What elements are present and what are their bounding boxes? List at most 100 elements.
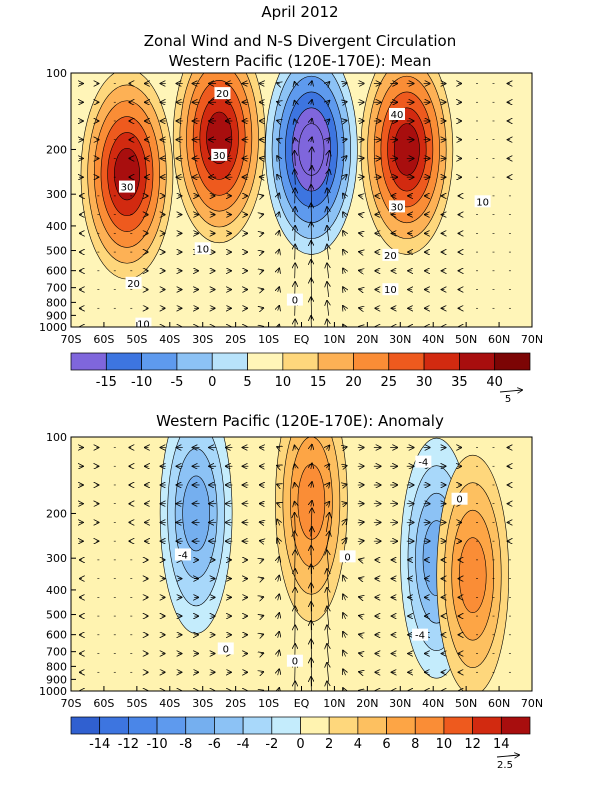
wind-vector <box>277 156 280 161</box>
wind-vector <box>359 653 362 654</box>
wind-vector <box>277 83 280 84</box>
colorbar-swatch <box>300 716 330 735</box>
wind-vector <box>295 151 296 166</box>
colorbar-label: 15 <box>310 375 327 390</box>
colorbar-label: -4 <box>237 737 250 752</box>
colorbar-label: -14 <box>89 737 110 752</box>
colorbar-swatch <box>211 352 248 371</box>
contour-label: 10 <box>476 197 489 208</box>
contour-label: 30 <box>121 183 134 194</box>
x-tick-label: 10S <box>258 697 279 710</box>
x-tick-label: 70N <box>521 697 543 710</box>
wind-vector <box>278 269 280 274</box>
wind-vector <box>359 233 362 234</box>
wind-vector <box>343 688 346 691</box>
wind-vector <box>327 263 329 279</box>
wind-vector <box>343 613 346 620</box>
colorbar-label: -15 <box>96 375 117 390</box>
wind-vector <box>278 557 280 563</box>
contour-label-box <box>388 107 405 120</box>
wind-vector <box>278 212 280 217</box>
wind-vector <box>327 550 329 570</box>
wind-vector <box>343 594 346 601</box>
wind-vector <box>278 287 280 292</box>
colorbar-swatch <box>357 716 387 735</box>
reference-arrow <box>496 755 519 757</box>
colorbar-swatch <box>494 352 531 371</box>
wind-vector <box>357 522 364 523</box>
wind-vector <box>343 632 346 638</box>
panel2-title: Western Pacific (120E-170E): Anomaly <box>156 412 444 430</box>
x-tick-label: 40N <box>422 697 444 710</box>
contour-label-box <box>415 455 432 468</box>
y-tick-label: 300 <box>46 552 67 565</box>
wind-vector <box>278 651 280 657</box>
colorbar-swatch <box>459 352 496 371</box>
x-tick-label: 20N <box>356 697 378 710</box>
x-tick-label: 50S <box>126 333 147 346</box>
colorbar-swatch <box>70 716 101 735</box>
y-tick-label: 400 <box>46 220 67 233</box>
wind-vector <box>277 538 280 545</box>
colorbar-swatch <box>317 352 354 371</box>
contour-label-box <box>382 283 399 296</box>
colorbar-swatch <box>156 716 187 735</box>
x-tick-label: 30N <box>389 333 411 346</box>
wind-vector <box>357 541 364 542</box>
wind-vector <box>261 233 263 234</box>
wind-vector <box>342 83 347 84</box>
wind-vector <box>359 597 362 598</box>
contour-label: 0 <box>292 296 298 307</box>
wind-vector <box>278 632 280 638</box>
colorbar-swatch <box>128 716 158 735</box>
contour-label: 0 <box>292 657 298 668</box>
colorbar-label: 0 <box>296 737 304 752</box>
wind-vector <box>327 320 329 327</box>
y-tick-label: 900 <box>46 673 67 686</box>
wind-vector <box>326 82 329 85</box>
panel-2-plot: -4 -4 0 0 -4 0 0 70S 60S 50S 40S 30S 20S 10S EQ 10N 20N 3… <box>39 431 543 710</box>
colorbar-swatch <box>328 716 359 735</box>
wind-vector <box>261 308 263 309</box>
wind-vectors <box>79 81 511 327</box>
wind-vector <box>295 483 296 487</box>
wind-vector <box>359 634 362 635</box>
wind-vector <box>343 669 346 676</box>
colorbar-swatch <box>443 716 473 735</box>
x-tick-label: 70S <box>61 333 82 346</box>
wind-vector <box>278 231 280 236</box>
wind-vector <box>327 282 329 298</box>
colorbar-label: 14 <box>493 737 510 752</box>
x-tick-label: 30S <box>192 333 213 346</box>
wind-vector <box>311 677 312 691</box>
colorbar-label: -12 <box>118 737 139 752</box>
x-tick-label: EQ <box>294 697 310 710</box>
wind-vector <box>278 325 280 327</box>
colorbar-swatch <box>105 352 142 371</box>
colorbar-swatch <box>70 352 107 371</box>
wind-vector <box>295 170 296 185</box>
wind-vector <box>342 484 347 485</box>
wind-vector <box>326 151 329 166</box>
wind-vector <box>357 177 364 178</box>
wind-vector <box>278 194 280 199</box>
wind-vector <box>261 653 263 654</box>
wind-vector <box>311 138 312 142</box>
wind-vector <box>343 306 346 311</box>
y-tick-label: 100 <box>46 67 67 80</box>
wind-vector <box>326 138 329 141</box>
wind-vector <box>327 607 329 626</box>
wind-vector <box>359 616 362 617</box>
reference-vector-label: 2.5 <box>497 760 513 771</box>
wind-vector <box>311 81 312 85</box>
wind-vector <box>311 119 312 123</box>
wind-vector <box>295 513 296 532</box>
wind-vector <box>295 82 296 85</box>
y-tick-label: 200 <box>46 507 67 520</box>
colorbar-swatch <box>242 716 273 735</box>
y-tick-label: 800 <box>46 296 67 309</box>
wind-vector <box>295 119 296 122</box>
wind-vector <box>342 139 347 140</box>
wind-vector <box>343 269 346 274</box>
wind-vector <box>326 502 329 506</box>
